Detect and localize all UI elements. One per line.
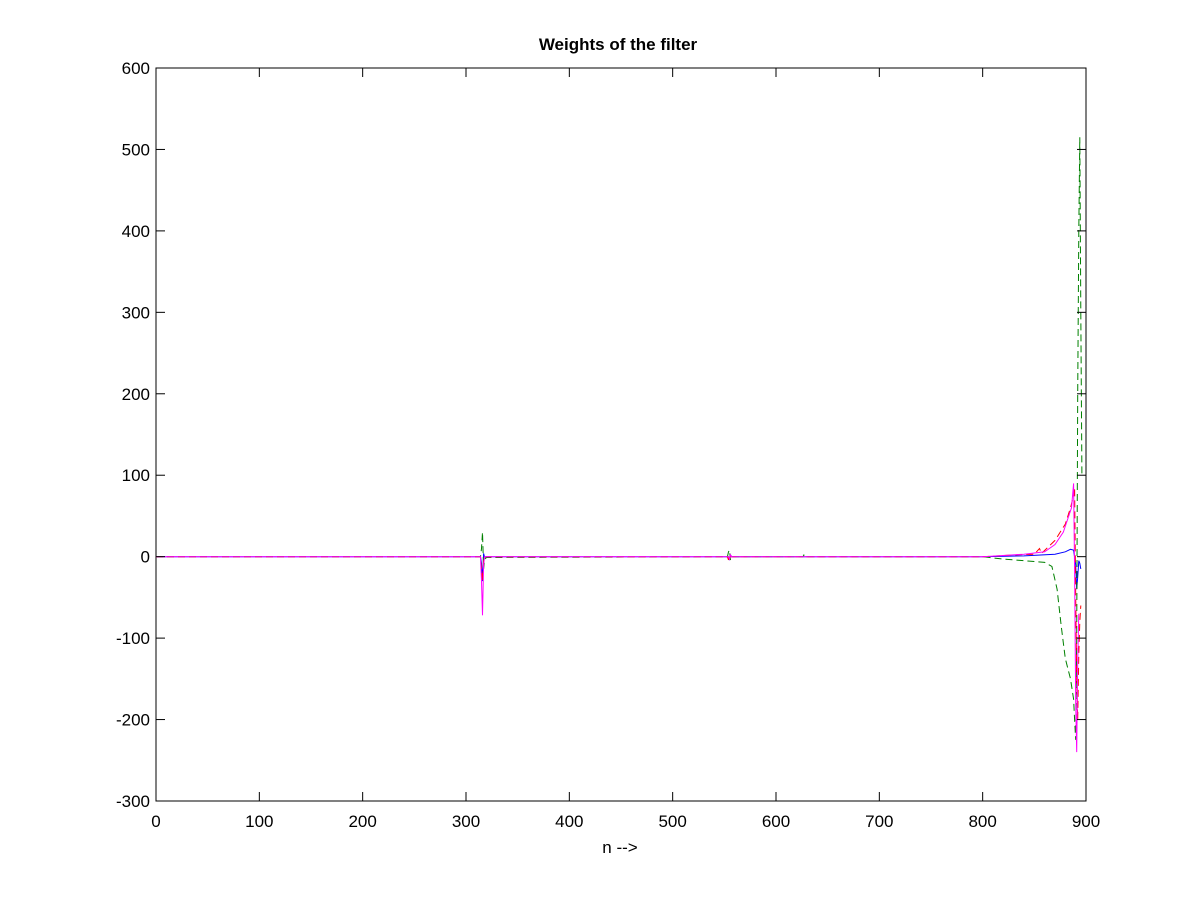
ticks-layer: 0 100 200 300 400 500 600 700 800 900 -300 -200 -100… bbox=[116, 59, 1100, 831]
y-tick-label: 300 bbox=[122, 303, 150, 322]
y-tick-label: 100 bbox=[122, 466, 150, 485]
y-tick-label: 200 bbox=[122, 385, 150, 404]
y-tick-label: 500 bbox=[122, 140, 150, 159]
x-tick-label: 200 bbox=[348, 812, 376, 831]
x-tick-label: 500 bbox=[658, 812, 686, 831]
x-axis-title: n --> bbox=[602, 838, 638, 857]
x-tick-label: 600 bbox=[762, 812, 790, 831]
y-tick-label: -300 bbox=[116, 792, 150, 811]
y-tick-label: -100 bbox=[116, 629, 150, 648]
y-tick-label: 0 bbox=[141, 548, 150, 567]
series-layer bbox=[156, 137, 1083, 753]
chart-title: Weights of the filter bbox=[539, 35, 698, 54]
x-tick-label: 0 bbox=[151, 812, 160, 831]
x-tick-label: 100 bbox=[245, 812, 273, 831]
x-tick-label: 400 bbox=[555, 812, 583, 831]
y-tick-label: 400 bbox=[122, 222, 150, 241]
x-tick-label: 900 bbox=[1072, 812, 1100, 831]
plot-frame bbox=[155, 67, 1087, 802]
x-tick-label: 800 bbox=[968, 812, 996, 831]
x-tick-label: 700 bbox=[865, 812, 893, 831]
y-tick-label: 600 bbox=[122, 59, 150, 78]
series-line-3 bbox=[156, 487, 1082, 720]
series-line-4 bbox=[156, 483, 1080, 753]
y-tick-label: -200 bbox=[116, 711, 150, 730]
x-tick-label: 300 bbox=[452, 812, 480, 831]
